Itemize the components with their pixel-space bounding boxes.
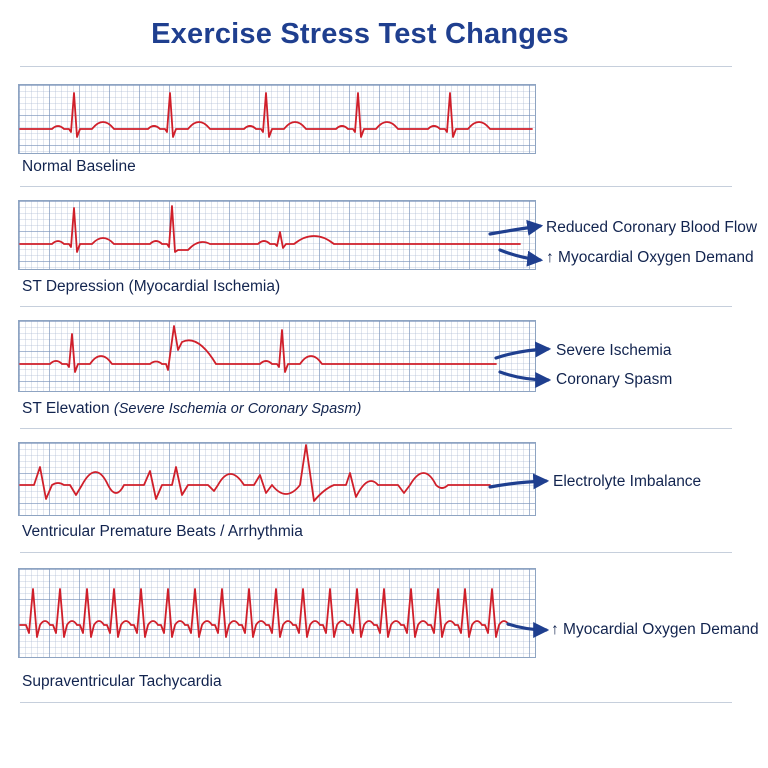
panel-label-text: Ventricular Premature Beats / Arrhythmia bbox=[22, 523, 303, 540]
panel-label-text: ST Depression bbox=[22, 278, 125, 295]
panel-label-st-depression: ST Depression (Myocardial Ischemia) bbox=[22, 278, 280, 296]
panel-divider bbox=[20, 186, 732, 187]
note-electrolyte-imbalance: Electrolyte Imbalance bbox=[553, 473, 702, 490]
panel-label-st-elevation: ST Elevation (Severe Ischemia or Coronar… bbox=[22, 400, 361, 418]
note-myocardial-oxygen-demand-svt: ↑ Myocardial Oxygen Demand bbox=[551, 621, 759, 638]
ecg-trace-svt bbox=[19, 588, 510, 638]
panel-label-supraventricular-tachycardia: Supraventricular Tachycardia bbox=[22, 673, 222, 691]
panel-label-text: Normal Baseline bbox=[22, 158, 136, 175]
panel-label-text: ST Elevation bbox=[22, 400, 110, 417]
right-arrow-icon bbox=[488, 219, 544, 236]
right-arrow-icon bbox=[506, 621, 550, 638]
panel-divider bbox=[20, 552, 732, 553]
right-arrow-icon bbox=[488, 473, 550, 490]
ecg-trace-vpb bbox=[19, 444, 491, 502]
right-arrow-icon bbox=[498, 370, 552, 388]
right-arrow-icon bbox=[494, 341, 552, 360]
ecg-strip-supraventricular-tachycardia bbox=[18, 568, 536, 658]
panel-label-detail: (Severe Ischemia or Coronary Spasm) bbox=[113, 401, 362, 417]
right-arrow-icon bbox=[498, 248, 544, 267]
ecg-trace-normal bbox=[19, 92, 533, 138]
note-severe-ischemia: Severe Ischemia bbox=[556, 342, 672, 359]
ecg-strip-st-depression bbox=[18, 200, 536, 270]
note-myocardial-oxygen-demand: ↑ Myocardial Oxygen Demand bbox=[546, 249, 754, 266]
note-coronary-spasm: Coronary Spasm bbox=[556, 371, 673, 388]
diagram-title: Exercise Stress Test Changes bbox=[151, 18, 569, 50]
ecg-trace-st-elevation bbox=[19, 325, 497, 373]
panel-divider bbox=[20, 702, 732, 703]
panel-label-text: Supraventricular Tachycardia bbox=[22, 673, 222, 690]
panel-label-normal-baseline: Normal Baseline bbox=[22, 158, 136, 176]
ecg-trace-st-depression bbox=[19, 205, 521, 253]
panel-divider bbox=[20, 306, 732, 307]
note-reduced-coronary-blood-flow: Reduced Coronary Blood Flow bbox=[546, 219, 758, 236]
panel-label-detail: (Myocardial Ischemia) bbox=[128, 278, 281, 295]
panel-label-ventricular-premature-beats: Ventricular Premature Beats / Arrhythmia bbox=[22, 523, 303, 541]
title-divider bbox=[20, 66, 732, 67]
panel-divider bbox=[20, 428, 732, 429]
ecg-strip-st-elevation bbox=[18, 320, 536, 392]
